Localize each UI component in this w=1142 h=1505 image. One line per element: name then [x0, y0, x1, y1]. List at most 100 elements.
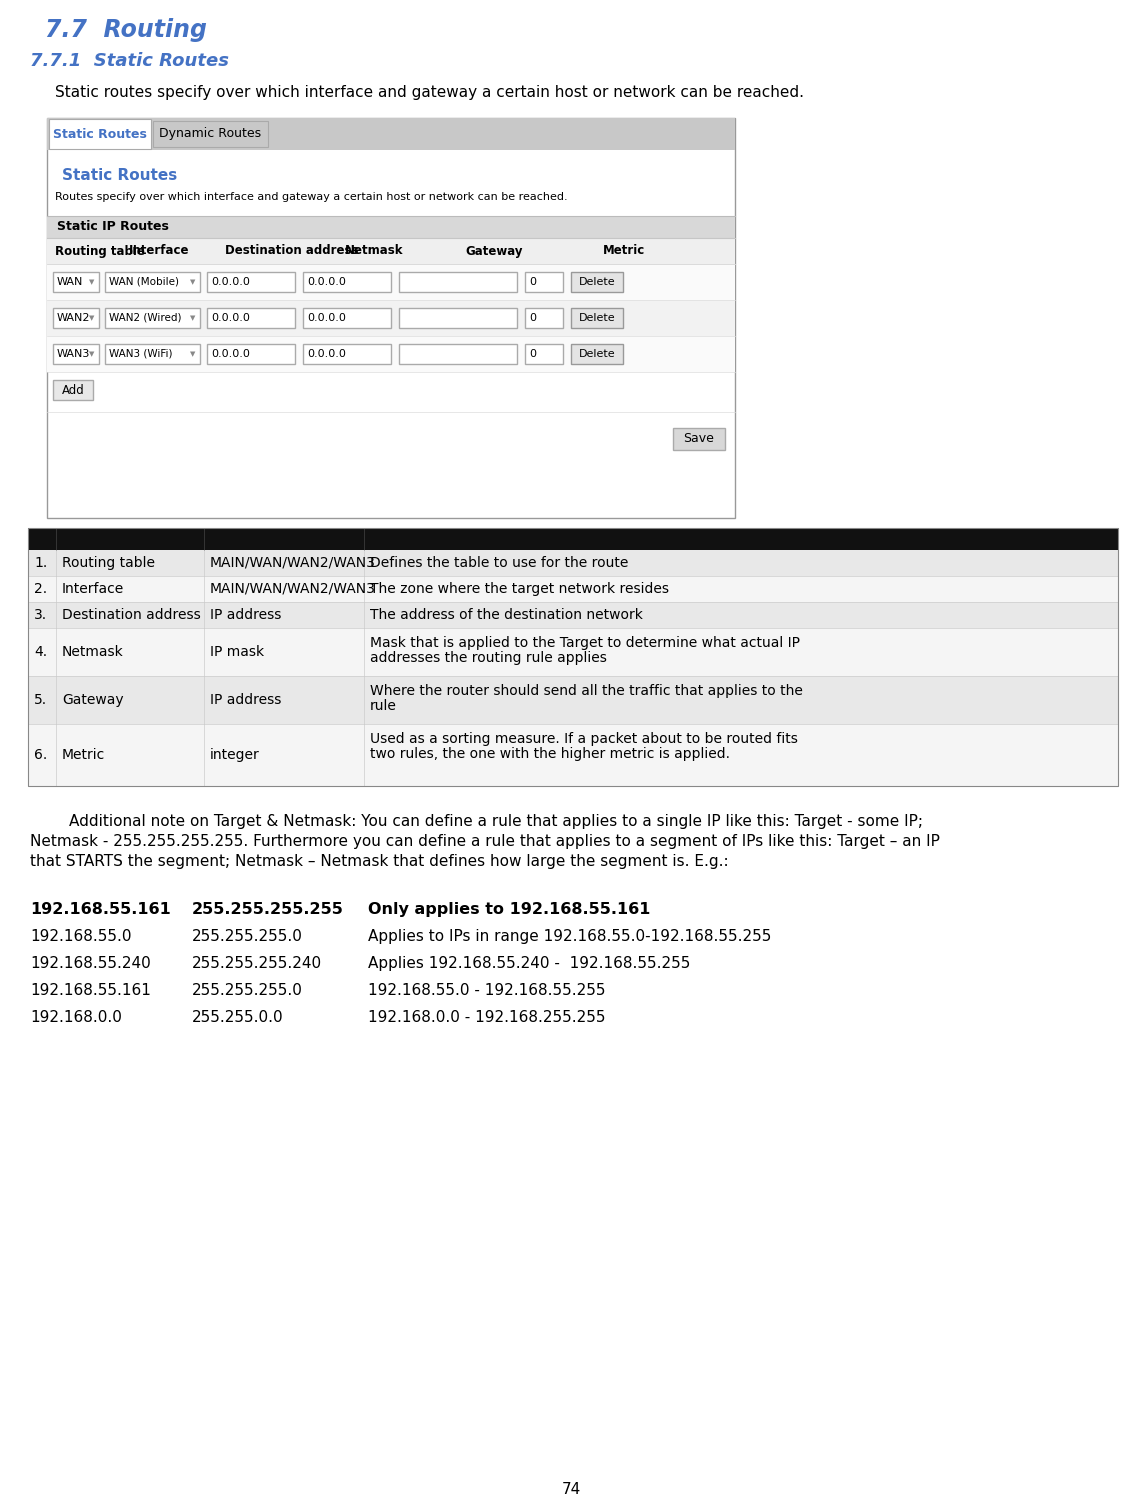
Text: 2.: 2.	[34, 582, 47, 596]
Text: integer: integer	[210, 748, 259, 762]
Text: 0: 0	[529, 313, 536, 324]
Text: ▼: ▼	[89, 315, 95, 321]
Text: Static routes specify over which interface and gateway a certain host or network: Static routes specify over which interfa…	[55, 84, 804, 99]
Bar	[399, 272, 517, 292]
Text: Routing table: Routing table	[55, 244, 145, 257]
Bar	[303, 345, 391, 364]
Text: 74: 74	[562, 1482, 580, 1497]
Bar	[399, 309, 517, 328]
Text: Used as a sorting measure. If a packet about to be routed fits: Used as a sorting measure. If a packet a…	[370, 731, 798, 746]
Bar	[53, 272, 99, 292]
Text: WAN2: WAN2	[57, 313, 90, 324]
Text: WAN3 (WiFi): WAN3 (WiFi)	[108, 349, 172, 360]
Text: two rules, the one with the higher metric is applied.: two rules, the one with the higher metri…	[370, 746, 730, 762]
Bar	[303, 272, 391, 292]
Text: 3.: 3.	[34, 608, 47, 622]
Text: ▼: ▼	[191, 315, 195, 321]
Text: Static Routes: Static Routes	[62, 169, 177, 184]
Text: 255.255.255.240: 255.255.255.240	[192, 956, 322, 971]
Bar	[47, 117, 735, 150]
Text: 0.0.0.0: 0.0.0.0	[307, 277, 346, 287]
Bar	[399, 345, 517, 364]
Text: Save: Save	[684, 432, 715, 445]
Text: 0: 0	[529, 277, 536, 287]
Bar	[207, 345, 295, 364]
Text: Netmask: Netmask	[62, 646, 123, 659]
Text: 255.255.255.255: 255.255.255.255	[192, 901, 344, 917]
Bar	[525, 309, 563, 328]
Bar	[29, 528, 1118, 549]
Text: addresses the routing rule applies: addresses the routing rule applies	[370, 652, 606, 665]
Text: Static IP Routes: Static IP Routes	[57, 221, 169, 233]
Bar	[29, 602, 1118, 628]
Bar	[525, 272, 563, 292]
Text: Where the router should send all the traffic that applies to the: Where the router should send all the tra…	[370, 683, 803, 698]
Text: IP address: IP address	[210, 692, 281, 707]
Text: Gateway: Gateway	[62, 692, 123, 707]
Text: Defines the table to use for the route: Defines the table to use for the route	[370, 555, 628, 570]
Bar	[207, 309, 295, 328]
Bar	[53, 379, 93, 400]
Text: 0.0.0.0: 0.0.0.0	[211, 277, 250, 287]
Text: 0: 0	[529, 349, 536, 360]
Bar	[153, 120, 268, 147]
Text: WAN: WAN	[57, 277, 83, 287]
Text: ▼: ▼	[89, 278, 95, 284]
Bar	[53, 309, 99, 328]
Text: 192.168.0.0: 192.168.0.0	[30, 1010, 122, 1025]
Text: The address of the destination network: The address of the destination network	[370, 608, 643, 622]
Text: 0.0.0.0: 0.0.0.0	[307, 349, 346, 360]
Text: Routes specify over which interface and gateway a certain host or network can be: Routes specify over which interface and …	[55, 193, 568, 202]
Text: Additional note on Target & Netmask: You can define a rule that applies to a sin: Additional note on Target & Netmask: You…	[30, 814, 940, 868]
Text: 192.168.55.161: 192.168.55.161	[30, 901, 171, 917]
Text: Interface: Interface	[62, 582, 124, 596]
Text: 5.: 5.	[34, 692, 47, 707]
Bar	[571, 272, 624, 292]
Text: 1.: 1.	[34, 555, 47, 570]
Bar	[29, 549, 1118, 576]
Text: 192.168.55.0 - 192.168.55.255: 192.168.55.0 - 192.168.55.255	[368, 983, 605, 998]
Bar	[673, 427, 725, 450]
Text: Interface: Interface	[129, 244, 190, 257]
Bar	[47, 117, 735, 518]
Text: ▼: ▼	[89, 351, 95, 357]
Text: 7.7.1  Static Routes: 7.7.1 Static Routes	[30, 53, 230, 71]
Bar	[105, 345, 200, 364]
Text: Routing table: Routing table	[62, 555, 155, 570]
Text: 0.0.0.0: 0.0.0.0	[211, 349, 250, 360]
Text: Applies to IPs in range 192.168.55.0-192.168.55.255: Applies to IPs in range 192.168.55.0-192…	[368, 929, 771, 944]
Text: 4.: 4.	[34, 646, 47, 659]
Text: ▼: ▼	[191, 351, 195, 357]
Text: MAIN/WAN/WAN2/WAN3: MAIN/WAN/WAN2/WAN3	[210, 555, 376, 570]
Bar	[525, 345, 563, 364]
Bar	[47, 263, 735, 299]
Text: 0.0.0.0: 0.0.0.0	[211, 313, 250, 324]
Text: ▼: ▼	[191, 278, 195, 284]
Text: Destination address: Destination address	[225, 244, 359, 257]
Bar	[47, 238, 735, 263]
Text: IP mask: IP mask	[210, 646, 264, 659]
Bar	[29, 676, 1118, 724]
Text: 7.7  Routing: 7.7 Routing	[45, 18, 207, 42]
Text: Add: Add	[62, 384, 85, 396]
Text: Delete: Delete	[579, 349, 616, 360]
Text: Gateway: Gateway	[465, 244, 523, 257]
Text: Only applies to 192.168.55.161: Only applies to 192.168.55.161	[368, 901, 651, 917]
Bar	[571, 309, 624, 328]
Bar	[49, 119, 151, 149]
Text: MAIN/WAN/WAN2/WAN3: MAIN/WAN/WAN2/WAN3	[210, 582, 376, 596]
Text: WAN2 (Wired): WAN2 (Wired)	[108, 313, 182, 324]
Bar	[29, 628, 1118, 676]
Text: 255.255.0.0: 255.255.0.0	[192, 1010, 283, 1025]
Bar	[105, 272, 200, 292]
Bar	[53, 345, 99, 364]
Text: 255.255.255.0: 255.255.255.0	[192, 983, 303, 998]
Text: Delete: Delete	[579, 277, 616, 287]
Text: WAN (Mobile): WAN (Mobile)	[108, 277, 179, 287]
Text: Mask that is applied to the Target to determine what actual IP: Mask that is applied to the Target to de…	[370, 637, 801, 650]
Bar	[29, 528, 1118, 786]
Bar	[47, 336, 735, 372]
Text: rule: rule	[370, 698, 397, 713]
Bar	[571, 345, 624, 364]
Bar	[303, 309, 391, 328]
